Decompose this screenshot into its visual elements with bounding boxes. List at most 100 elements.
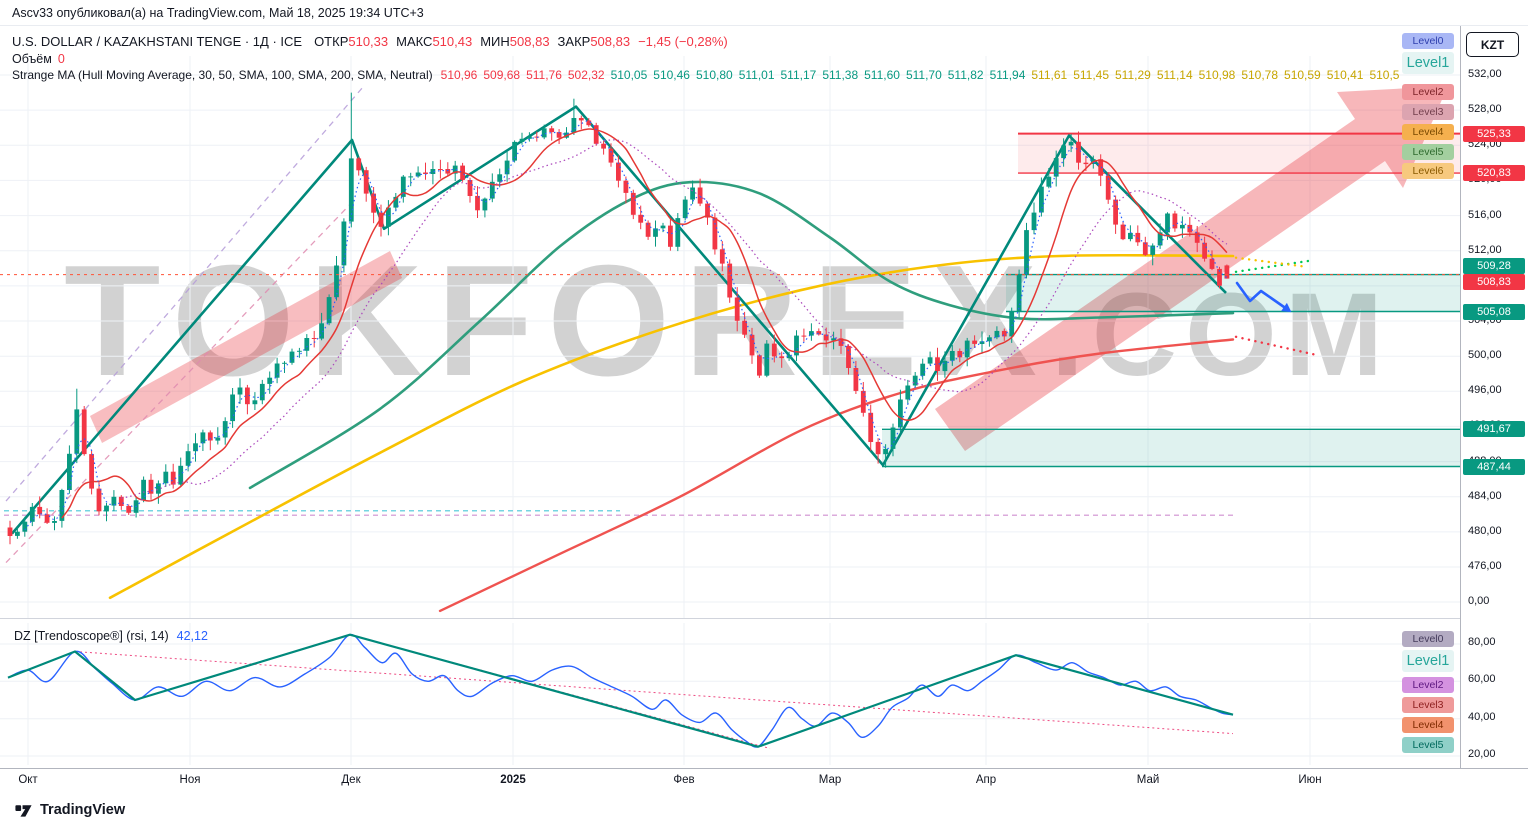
volume-label: Объём (12, 52, 52, 66)
ohlc-item: ОТКР510,33 (314, 34, 388, 49)
ma-value: 511,94 (989, 68, 1026, 82)
price-tag: 520,83 (1463, 165, 1525, 181)
ma-value: 510,46 (653, 68, 690, 82)
price-axis-label: 0,00 (1468, 595, 1490, 607)
level-badge-level5: Level5 (1402, 737, 1454, 753)
ma-value: 510,98 (1198, 68, 1236, 82)
price-tag: 505,08 (1463, 304, 1525, 320)
price-tag: 508,83 (1463, 274, 1525, 290)
price-tag: 491,67 (1463, 421, 1525, 437)
ma-value: 511,29 (1115, 68, 1151, 82)
chart-area[interactable]: TOKFOREX.COM U.S. DOLLAR / KAZAKHSTANI T… (0, 26, 1460, 768)
price-tag: 487,44 (1463, 459, 1525, 475)
time-axis-label: Фев (673, 774, 695, 786)
price-tag: 525,33 (1463, 126, 1525, 142)
ohlc-label: ОТКР (314, 34, 349, 49)
ma-value: 502,32 (567, 68, 605, 82)
publisher-text: Ascv33 опубликовал(а) на TradingView.com… (12, 6, 424, 20)
ma-value: 511,60 (864, 68, 900, 82)
indicator-value: 42,12 (176, 629, 208, 643)
ma-values: 510,96 509,68 511,76 502,32 510,05 510,46 510,… (441, 68, 1406, 82)
price-axis-label: 500,00 (1468, 349, 1502, 361)
indicator-title[interactable]: DZ [Trendoscope®] (rsi, 14) (14, 629, 169, 643)
ma-value: 510,59 (1284, 68, 1321, 82)
ma-value: 511,14 (1156, 68, 1193, 82)
level-badge-level2: Level2 (1402, 677, 1454, 693)
change-value: −1,45 (−0,28%) (638, 34, 728, 49)
level-badge-level6: Level6 (1402, 163, 1454, 179)
ohlc-label: МАКС (396, 34, 433, 49)
level-badge-level1: Level1 (1402, 52, 1454, 74)
indicator-legend: DZ [Trendoscope®] (rsi, 14) 42,12 (14, 629, 208, 643)
ma-legend: Strange MA (Hull Moving Average, 30, 50,… (12, 68, 1405, 82)
ma-value: 510,41 (1326, 68, 1364, 82)
level-badge-level5: Level5 (1402, 144, 1454, 160)
publish-header: Ascv33 опубликовал(а) на TradingView.com… (0, 0, 1528, 26)
ma-value: 511,70 (905, 68, 942, 82)
currency-button[interactable]: KZT (1466, 32, 1519, 57)
ohlc-values: ОТКР510,33 МАКС510,43 МИН508,83 ЗАКР508,83 (306, 34, 630, 49)
ma-value: 510,05 (610, 68, 648, 82)
symbol-legend: U.S. DOLLAR / KAZAKHSTANI TENGE · 1Д · I… (12, 34, 728, 49)
rsi-indicator-panel[interactable] (0, 618, 1460, 768)
ma-value: 510,78 (1241, 68, 1279, 82)
price-axis-label: 480,00 (1468, 525, 1502, 537)
time-axis-label: Ноя (179, 774, 201, 786)
ohlc-item: МАКС510,43 (396, 34, 472, 49)
ma-value: 511,82 (947, 68, 984, 82)
main-price-chart[interactable] (0, 26, 1460, 618)
time-axis-label: 2025 (500, 774, 526, 786)
ohlc-value: 510,33 (348, 34, 389, 49)
ma-indicator-label[interactable]: Strange MA (Hull Moving Average, 30, 50,… (12, 68, 433, 82)
ohlc-label: МИН (480, 34, 510, 49)
ma-value: 510,96 (440, 68, 478, 82)
price-axis-label: 484,00 (1468, 490, 1502, 502)
price-axis-label: 516,00 (1468, 209, 1502, 221)
ma-value: 511,01 (738, 68, 775, 82)
price-axis-label: 496,00 (1468, 384, 1502, 396)
time-axis-label: Май (1136, 774, 1160, 786)
ma-value: 509,68 (483, 68, 521, 82)
footer: TradingView (0, 792, 1528, 828)
ma-value: 511,38 (822, 68, 859, 82)
indicator-axis-label: 40,00 (1468, 711, 1496, 723)
level-badge-level3: Level3 (1402, 697, 1454, 713)
price-tag: 509,28 (1463, 258, 1525, 274)
ohlc-value: 510,43 (432, 34, 473, 49)
indicator-axis-label: 80,00 (1468, 636, 1496, 648)
time-axis-label: Апр (975, 774, 997, 786)
ma-value: 511,61 (1031, 68, 1068, 82)
price-axis-label: 528,00 (1468, 103, 1502, 115)
time-axis-label: Мар (818, 774, 842, 786)
ma-value: 511,76 (526, 68, 562, 82)
tradingview-logo-icon[interactable] (14, 801, 33, 820)
ma-value: 510,80 (695, 68, 733, 82)
level-badge-level4: Level4 (1402, 124, 1454, 140)
price-axis-label: 476,00 (1468, 560, 1502, 572)
volume-legend: Объём 0 (12, 52, 65, 66)
indicator-axis-label: 20,00 (1468, 748, 1496, 760)
brand-name[interactable]: TradingView (40, 802, 126, 818)
ohlc-item: МИН508,83 (480, 34, 549, 49)
indicator-axis-label: 60,00 (1468, 673, 1496, 685)
ohlc-label: ЗАКР (557, 34, 591, 49)
level-badge-level4: Level4 (1402, 717, 1454, 733)
level-badge-level0: Level0 (1402, 631, 1454, 647)
volume-value: 0 (57, 52, 65, 66)
time-axis-label: Дек (341, 774, 361, 786)
level-badge-level2: Level2 (1402, 84, 1454, 100)
price-axis[interactable]: KZT 532,00528,00524,00520,00516,00512,00… (1460, 26, 1528, 768)
level-badge-level1: Level1 (1402, 650, 1454, 672)
watermark-suffix: .COM (1050, 269, 1392, 401)
time-axis-label: Окт (18, 774, 38, 786)
time-axis-label: Июн (1298, 774, 1322, 786)
price-axis-label: 532,00 (1468, 68, 1502, 80)
ohlc-item: ЗАКР508,83 (558, 34, 631, 49)
ohlc-value: 508,83 (590, 34, 631, 49)
symbol-title[interactable]: U.S. DOLLAR / KAZAKHSTANI TENGE · 1Д · I… (12, 34, 303, 49)
level-badge-level0: Level0 (1402, 33, 1454, 49)
time-axis[interactable]: Окт Ноя Дек 2025 Фев Мар Апр Май Июн (0, 768, 1528, 792)
ma-value: 511,17 (780, 68, 817, 82)
ma-value: 511,45 (1073, 68, 1109, 82)
